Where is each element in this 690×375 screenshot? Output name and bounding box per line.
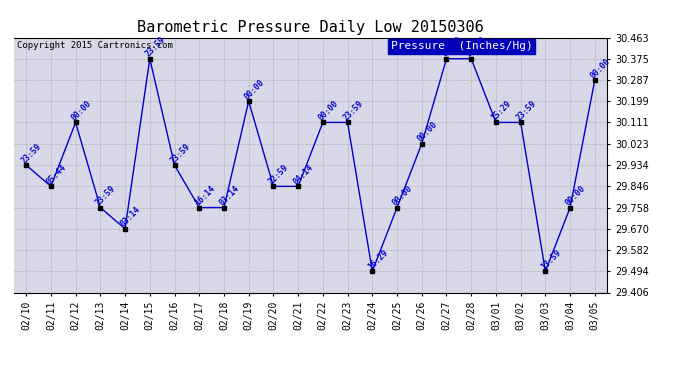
Text: 00:00: 00:00 bbox=[317, 99, 340, 122]
Text: 23:59: 23:59 bbox=[168, 141, 192, 165]
Text: 23:59: 23:59 bbox=[465, 35, 489, 59]
Text: 00:00: 00:00 bbox=[589, 56, 612, 80]
Text: Copyright 2015 Cartronics.com: Copyright 2015 Cartronics.com bbox=[17, 41, 172, 50]
Text: 00:00: 00:00 bbox=[391, 184, 414, 208]
Text: 15:29: 15:29 bbox=[490, 99, 513, 122]
Title: Barometric Pressure Daily Low 20150306: Barometric Pressure Daily Low 20150306 bbox=[137, 20, 484, 35]
Text: 00:00: 00:00 bbox=[440, 35, 464, 59]
Text: 03:14: 03:14 bbox=[119, 205, 142, 229]
Text: 16:29: 16:29 bbox=[366, 248, 390, 271]
Text: 03:14: 03:14 bbox=[217, 184, 241, 208]
Text: 23:59: 23:59 bbox=[514, 99, 538, 122]
Text: 04:14: 04:14 bbox=[292, 163, 315, 186]
Text: 23:59: 23:59 bbox=[20, 141, 43, 165]
Text: 23:59: 23:59 bbox=[94, 184, 117, 208]
Text: 00:00: 00:00 bbox=[242, 78, 266, 101]
Text: 22:59: 22:59 bbox=[267, 163, 290, 186]
Text: 13:59: 13:59 bbox=[539, 248, 562, 271]
Text: 16:14: 16:14 bbox=[193, 184, 217, 208]
Text: 05:44: 05:44 bbox=[45, 163, 68, 186]
Text: 00:00: 00:00 bbox=[415, 120, 439, 144]
Text: 23:59: 23:59 bbox=[144, 35, 167, 59]
Text: 00:00: 00:00 bbox=[69, 99, 93, 122]
Text: 23:59: 23:59 bbox=[342, 99, 365, 122]
Text: 00:00: 00:00 bbox=[564, 184, 587, 208]
Text: Pressure  (Inches/Hg): Pressure (Inches/Hg) bbox=[391, 41, 533, 51]
